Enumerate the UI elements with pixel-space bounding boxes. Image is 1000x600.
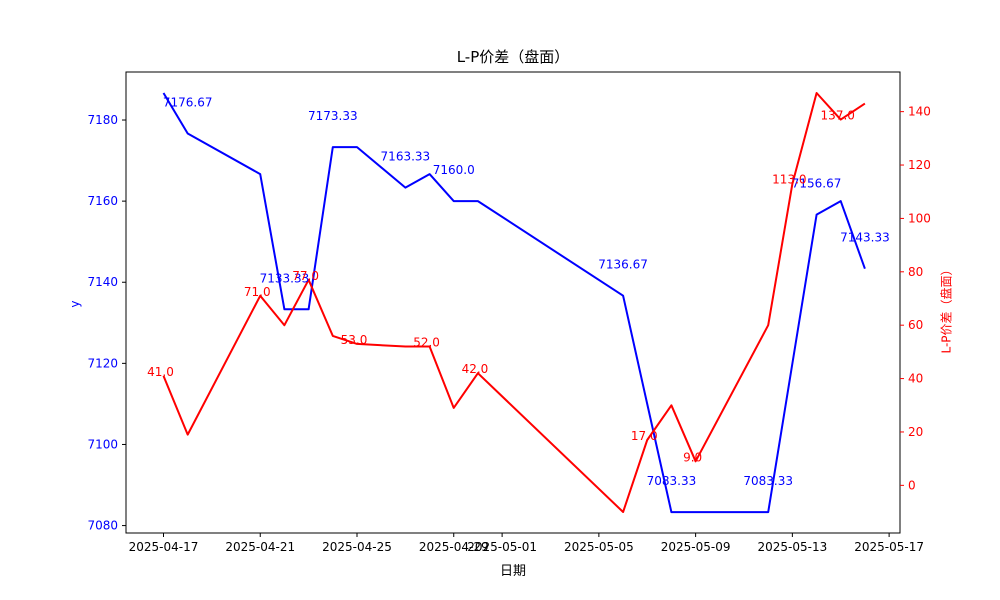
y-right-tick-label: 100 <box>908 211 931 225</box>
point-label: 52.0 <box>413 336 440 350</box>
point-label: 7133.33 <box>260 271 310 285</box>
point-label: 7143.33 <box>840 231 890 245</box>
x-tick-label: 2025-04-29 <box>419 540 489 554</box>
point-label: 137.0 <box>821 109 855 123</box>
point-label: 77.0 <box>292 269 319 283</box>
x-tick-label: 2025-05-13 <box>757 540 827 554</box>
plot-border <box>125 71 901 534</box>
x-tick-label: 2025-05-09 <box>661 540 731 554</box>
x-tick-label: 2025-05-17 <box>854 540 924 554</box>
y-right-tick-label: 140 <box>908 105 931 119</box>
point-label: 42.0 <box>462 362 489 376</box>
y-axis-label-left: y <box>68 300 82 308</box>
point-label: 7176.67 <box>163 96 213 110</box>
point-label: 9.0 <box>683 450 702 464</box>
series-line-y <box>162 92 866 514</box>
series-line-lp-spread <box>162 92 866 513</box>
point-label: 7136.67 <box>598 258 648 272</box>
chart-title: L-P价差（盘面） <box>456 48 570 66</box>
point-label: 7173.33 <box>308 109 358 123</box>
point-label: 17.0 <box>631 429 658 443</box>
y-right-tick-label: 0 <box>908 478 916 492</box>
x-tick-label: 2025-04-25 <box>322 540 392 554</box>
point-label: 7083.33 <box>647 474 697 488</box>
y-right-tick-label: 60 <box>908 318 923 332</box>
y-right-tick-label: 40 <box>908 372 923 386</box>
y-left-tick-label: 7120 <box>87 356 118 370</box>
x-tick-label: 2025-04-17 <box>129 540 199 554</box>
y-left-tick-label: 7160 <box>87 194 118 208</box>
point-label: 41.0 <box>147 365 174 379</box>
point-label: 7083.33 <box>743 474 793 488</box>
point-label: 53.0 <box>341 333 368 347</box>
point-label: 7160.0 <box>433 163 475 177</box>
point-label: 7163.33 <box>381 150 431 164</box>
y-left-tick-label: 7140 <box>87 275 118 289</box>
x-axis-label: 日期 <box>499 564 526 579</box>
x-tick-label: 2025-05-01 <box>467 540 537 554</box>
x-tick-label: 2025-04-21 <box>225 540 295 554</box>
point-label: 113.0 <box>772 173 806 187</box>
y-left-tick-label: 7180 <box>87 113 118 127</box>
point-label: 7156.67 <box>792 177 842 191</box>
y-axis-label-right: L-P价差（盘面） <box>939 263 954 354</box>
point-label: 71.0 <box>244 285 271 299</box>
y-right-tick-label: 120 <box>908 158 931 172</box>
y-left-tick-label: 7080 <box>87 519 118 533</box>
x-tick-label: 2025-05-05 <box>564 540 634 554</box>
y-left-tick-label: 7100 <box>87 437 118 451</box>
y-right-tick-label: 20 <box>908 425 923 439</box>
y-right-tick-label: 80 <box>908 265 923 279</box>
